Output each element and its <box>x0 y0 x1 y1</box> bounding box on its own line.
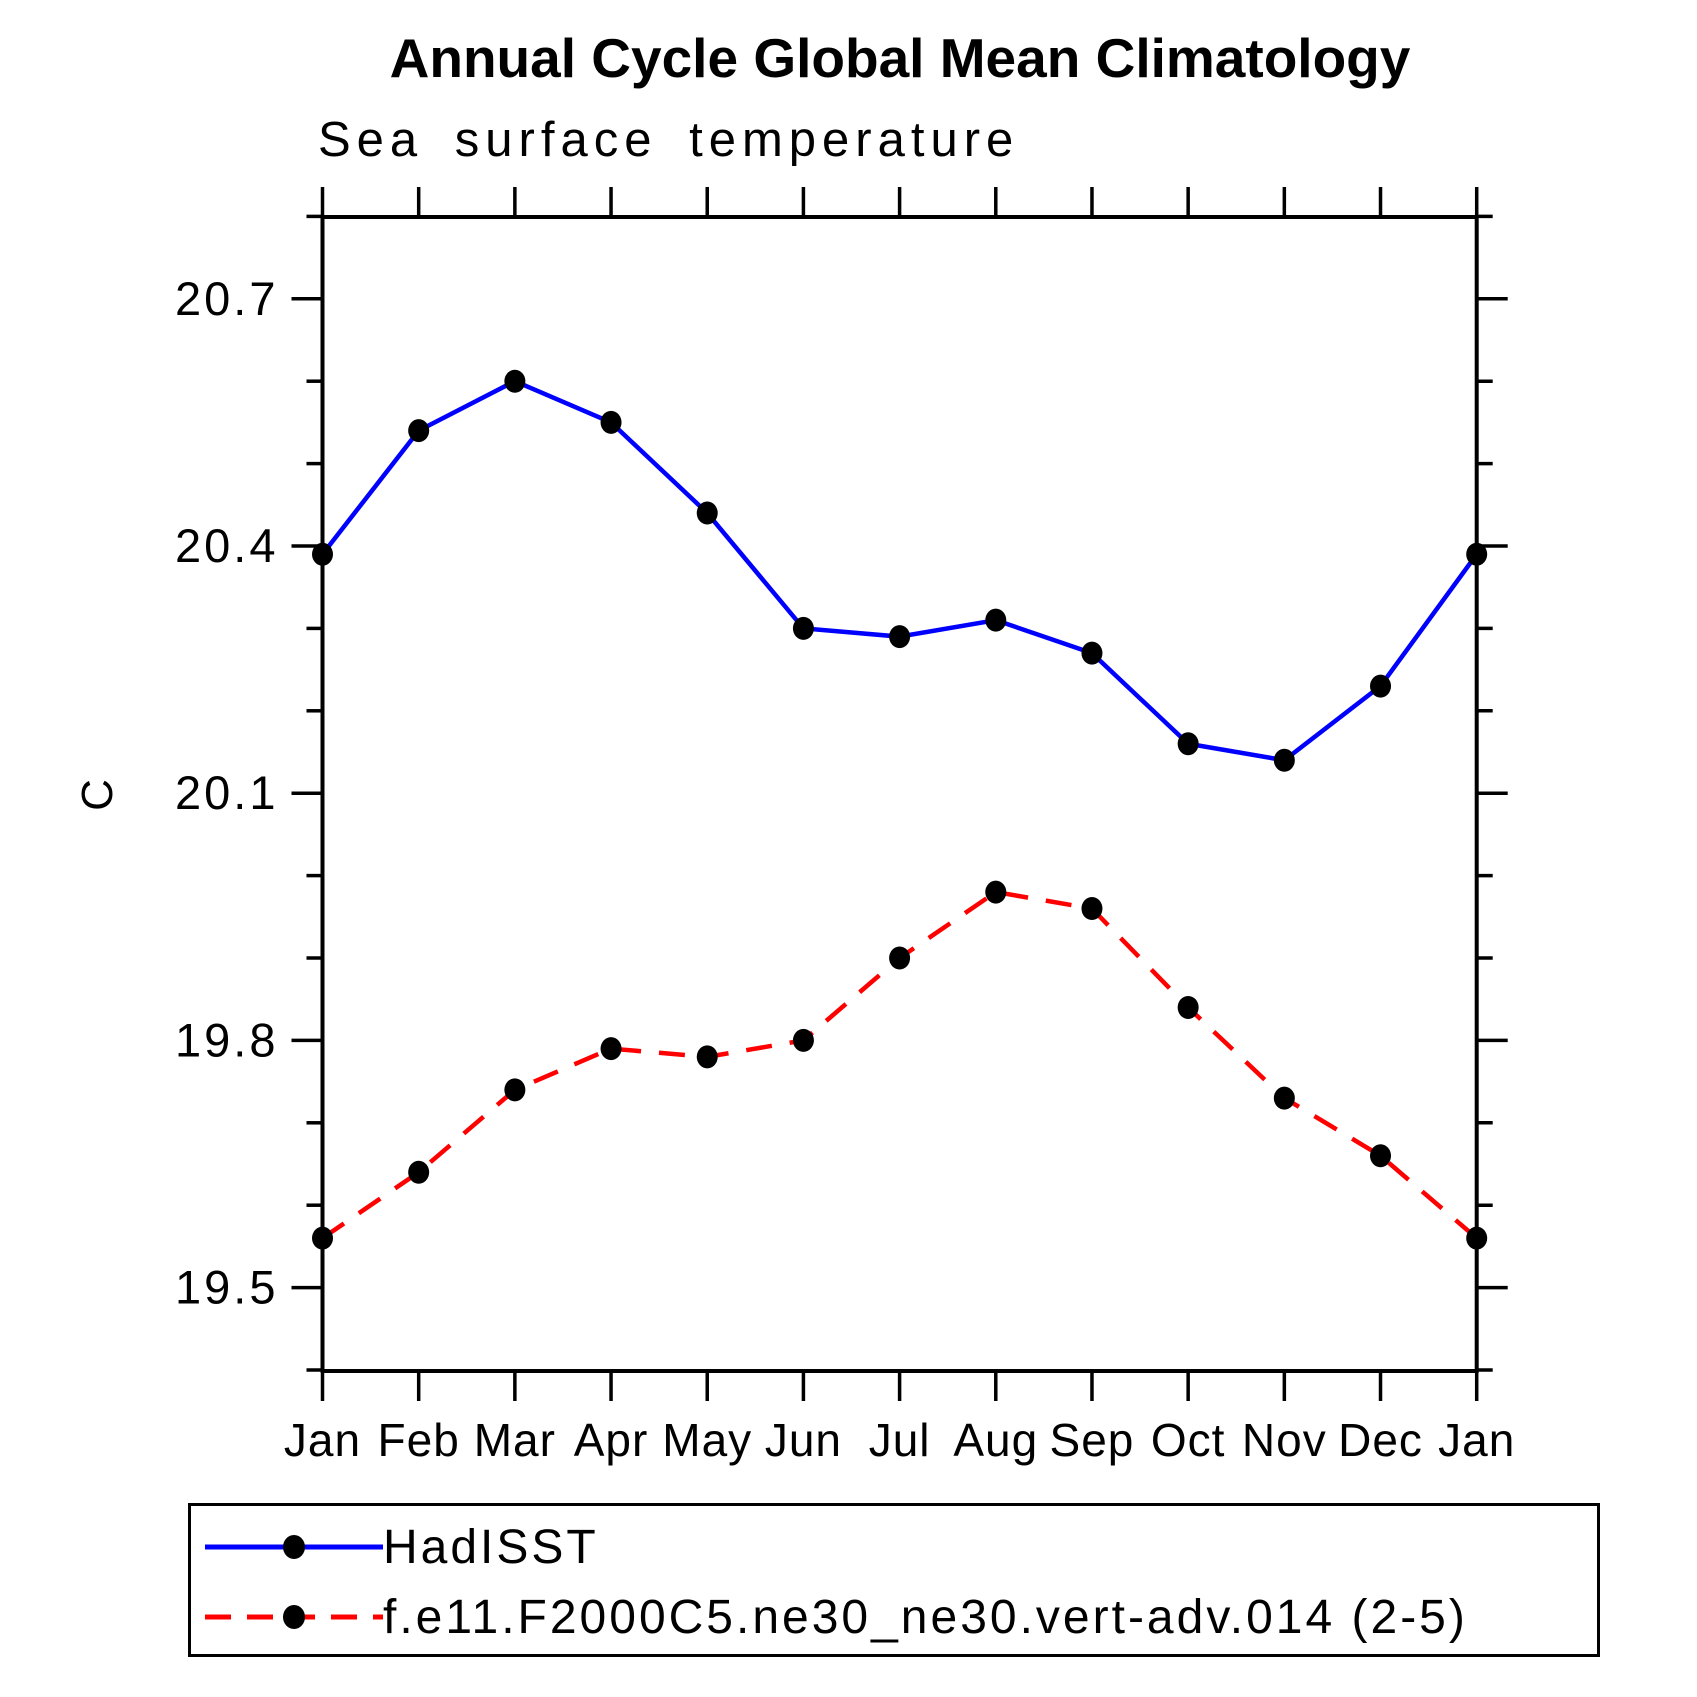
data-point-marker <box>600 410 622 434</box>
x-tick-label: Oct <box>1151 1414 1226 1466</box>
page-subtitle: Sea surface temperature <box>318 113 1020 167</box>
x-tick-label: Apr <box>574 1414 649 1466</box>
x-tick-label: Nov <box>1242 1414 1327 1466</box>
x-tick-label: Jul <box>869 1414 931 1466</box>
data-point-marker <box>408 419 430 443</box>
data-point-marker <box>696 1045 718 1069</box>
data-point-marker <box>1273 748 1295 772</box>
data-point-marker <box>792 1028 814 1052</box>
series-line-model <box>321 889 1479 1241</box>
data-point-marker <box>1370 674 1392 698</box>
data-point-marker <box>696 501 718 525</box>
legend-row-hadisst: HadISST <box>191 1516 1597 1578</box>
legend-box: HadISST f.e11.F2000C5.ne30_ne30.vert-adv… <box>188 1503 1600 1657</box>
data-point-marker <box>504 1078 526 1102</box>
legend-line-sample-hadisst <box>205 1535 383 1559</box>
x-tick-label: Jan <box>1438 1414 1515 1466</box>
data-point-marker <box>1177 995 1199 1019</box>
data-point-marker <box>1081 897 1103 921</box>
legend-row-model: f.e11.F2000C5.ne30_ne30.vert-adv.014 (2-… <box>191 1586 1597 1648</box>
legend-line-sample-model <box>205 1605 383 1629</box>
data-point-marker <box>985 880 1007 904</box>
data-point-marker <box>889 946 911 970</box>
data-point-marker <box>1081 641 1103 665</box>
x-tick-label: Jun <box>765 1414 842 1466</box>
data-point-marker <box>600 1037 622 1061</box>
y-tick-label: 20.7 <box>175 272 278 325</box>
data-point-marker <box>1466 1226 1488 1250</box>
x-tick-label: Aug <box>953 1414 1038 1466</box>
legend-marker-dot <box>283 1605 305 1629</box>
y-tick-label: 19.8 <box>175 1013 278 1066</box>
legend-label-hadisst: HadISST <box>383 1521 599 1574</box>
x-tick-label: Dec <box>1338 1414 1423 1466</box>
x-tick-label: Mar <box>474 1414 556 1466</box>
data-point-marker <box>792 616 814 640</box>
data-point-marker <box>1370 1144 1392 1168</box>
data-point-marker <box>889 625 911 649</box>
page-title: Annual Cycle Global Mean Climatology <box>389 27 1411 89</box>
x-tick-label: Feb <box>378 1414 460 1466</box>
data-point-marker <box>312 1226 333 1250</box>
x-tick-label: Jan <box>284 1414 361 1466</box>
legend-marker-dot <box>283 1535 305 1559</box>
data-point-marker <box>1466 542 1488 566</box>
data-point-marker <box>504 369 526 393</box>
y-tick-label: 20.1 <box>175 766 278 819</box>
data-point-marker <box>1177 732 1199 756</box>
x-tick-label: Sep <box>1050 1414 1135 1466</box>
data-point-marker <box>408 1160 430 1184</box>
data-point-marker <box>1273 1086 1295 1110</box>
series-line-hadisst <box>320 378 1479 763</box>
legend-label-model: f.e11.F2000C5.ne30_ne30.vert-adv.014 (2-… <box>383 1591 1468 1644</box>
x-tick-label: May <box>662 1414 752 1466</box>
y-tick-label: 19.5 <box>175 1261 278 1314</box>
y-tick-label: 20.4 <box>175 519 278 572</box>
y-axis-label: C <box>72 779 122 811</box>
data-point-marker <box>312 542 333 566</box>
data-point-marker <box>985 608 1007 632</box>
